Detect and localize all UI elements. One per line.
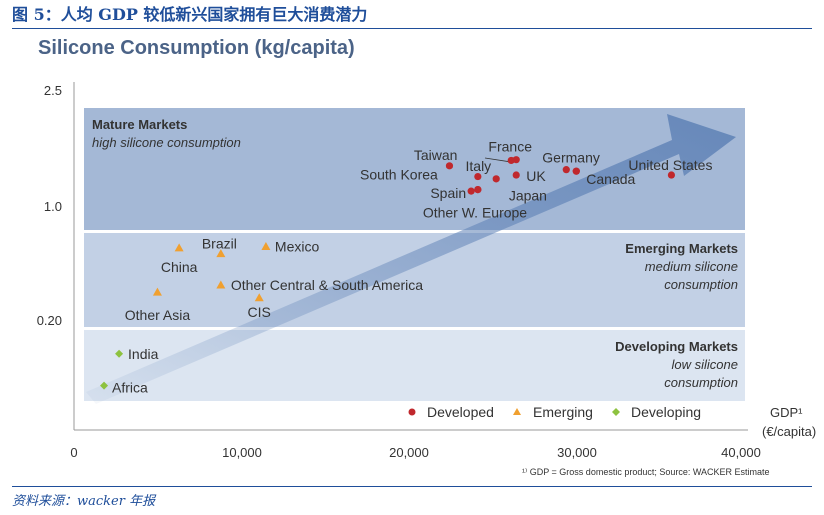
point-developed-italy <box>492 175 500 183</box>
data-label: South Korea <box>360 167 438 183</box>
legend-marker-emerging <box>513 408 521 415</box>
data-label: Brazil <box>202 236 237 252</box>
figure-title: 图 5：人均 GDP 较低新兴国家拥有巨大消费潜力 <box>12 2 812 29</box>
growth-arrow <box>86 114 736 404</box>
point-developed-united-states <box>667 171 676 179</box>
data-label: India <box>128 346 159 362</box>
legend: Developed Emerging Developing <box>408 404 701 420</box>
point-developed-canada <box>572 167 580 175</box>
data-label: Japan <box>509 188 547 204</box>
data-label: United States <box>628 157 712 173</box>
x-tick-label: 30,000 <box>557 445 597 460</box>
x-axis-title: GDP¹ (€/capita) <box>762 405 816 439</box>
x-tick-label: 10,000 <box>222 445 262 460</box>
point-emerging-mexico <box>261 241 271 250</box>
data-label: Taiwan <box>414 147 458 163</box>
band-subtitle-emerging: consumption <box>664 277 738 292</box>
point-developing-africa <box>100 381 109 390</box>
data-label: Other Central & South America <box>231 277 423 293</box>
legend-label-developing: Developing <box>631 404 701 420</box>
band-developing <box>84 330 745 401</box>
point-developed-uk <box>512 171 520 179</box>
legend-label-developed: Developed <box>427 404 494 420</box>
chart-title: Silicone Consumption (kg/capita) <box>38 37 355 59</box>
point-developed-taiwan <box>445 162 454 170</box>
footnote: ¹⁾ GDP = Gross domestic product; Source:… <box>522 467 770 477</box>
data-label: Mexico <box>275 238 320 254</box>
label-leader-line <box>484 157 512 163</box>
point-developed-other-w-europe <box>474 185 482 194</box>
data-label: France <box>488 138 532 154</box>
x-tick-label: 20,000 <box>389 445 429 460</box>
band-title-emerging: Emerging Markets <box>625 241 738 256</box>
legend-marker-developed <box>408 408 416 416</box>
data-label: Italy <box>466 158 492 174</box>
x-tick-label: 40,000 <box>721 445 761 460</box>
point-developing-india <box>115 349 124 358</box>
data-label: Other W. Europe <box>423 205 527 221</box>
point-emerging-china <box>174 243 184 252</box>
source-note: 资料来源：wacker 年报 <box>12 486 812 509</box>
band-subtitle-mature: high silicone consumption <box>92 135 241 150</box>
point-emerging-cis <box>254 293 264 302</box>
data-label: China <box>161 259 198 275</box>
point-developed-germany <box>562 166 570 174</box>
data-points: Taiwan France Germany United States South Ko… <box>100 138 712 396</box>
band-title-mature: Mature Markets <box>92 117 187 132</box>
data-label: Spain <box>430 185 466 201</box>
point-emerging-other-asia <box>152 287 162 296</box>
point-emerging-other-central-south-america <box>216 280 226 289</box>
data-label: CIS <box>248 304 271 320</box>
legend-label-emerging: Emerging <box>533 404 593 420</box>
y-tick-label: 1.0 <box>44 199 62 214</box>
data-label: Germany <box>542 150 600 166</box>
band-subtitle-developing: low silicone <box>672 357 738 372</box>
band-subtitle-emerging: medium silicone <box>645 259 738 274</box>
data-label: Africa <box>112 380 148 396</box>
x-tick-label: 0 <box>70 445 77 460</box>
legend-marker-developing <box>612 408 620 416</box>
point-developed-south-korea <box>474 172 482 181</box>
y-tick-label: 2.5 <box>44 83 62 98</box>
point-emerging-brazil <box>216 249 226 258</box>
band-emerging <box>84 233 745 327</box>
band-title-developing: Developing Markets <box>615 339 738 354</box>
point-developed-spain <box>467 187 475 195</box>
data-label: Canada <box>586 171 635 187</box>
y-tick-label: 0.20 <box>37 313 62 328</box>
data-label: UK <box>526 168 546 184</box>
point-developed <box>512 156 520 164</box>
band-subtitle-developing: consumption <box>664 375 738 390</box>
data-label: Other Asia <box>125 307 191 323</box>
